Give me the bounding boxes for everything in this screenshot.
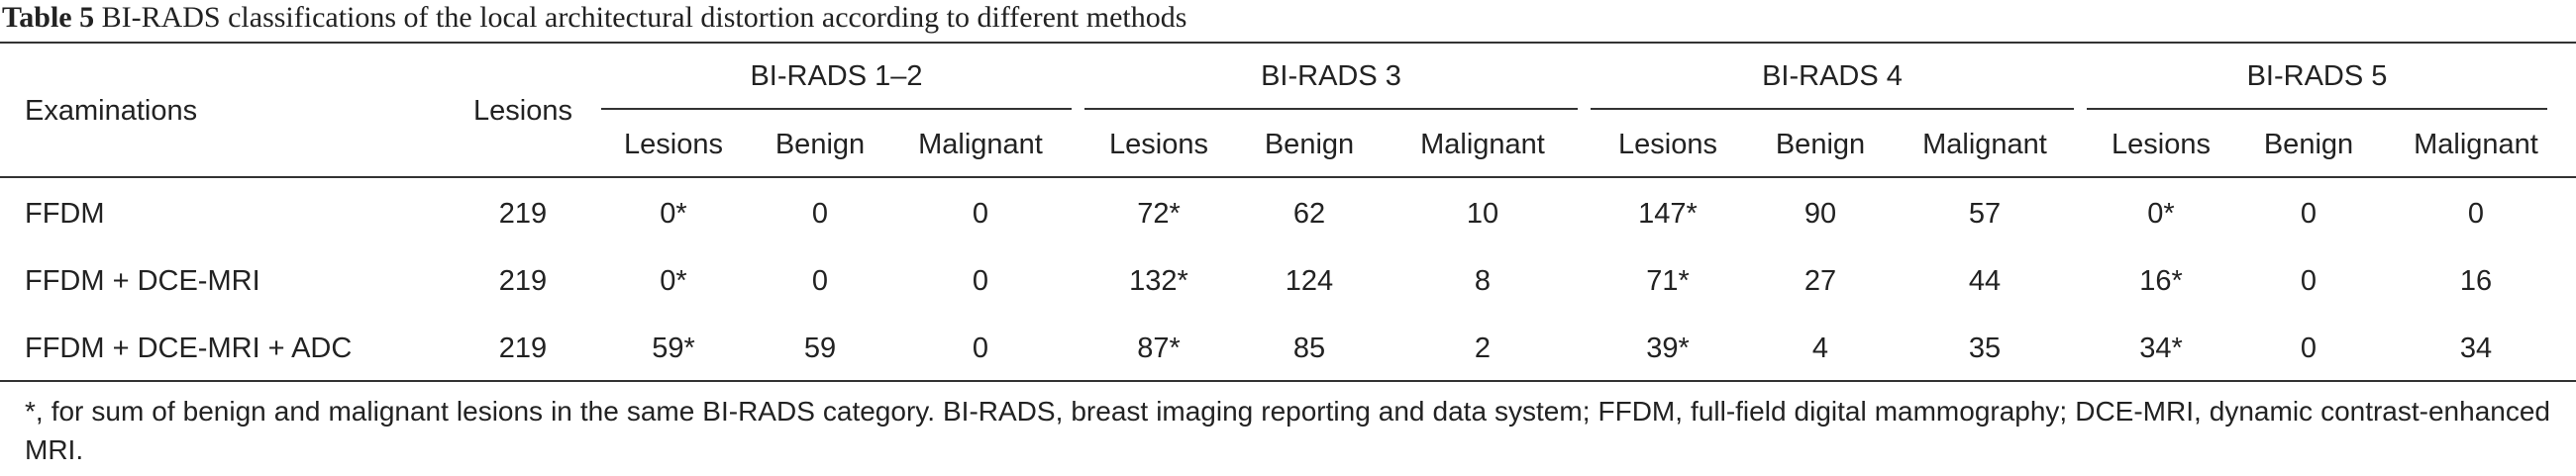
cell: 59* <box>652 333 695 364</box>
cell: 10 <box>1466 198 1499 230</box>
table-caption: BI-RADS classifications of the local arc… <box>101 1 1187 34</box>
group-rule <box>1084 108 1578 110</box>
cell: 0* <box>660 265 687 297</box>
cell: 0* <box>2147 198 2175 230</box>
cell: 0* <box>660 198 687 230</box>
row-label: FFDM + DCE-MRI <box>25 265 260 297</box>
bottom-rule <box>0 380 2576 382</box>
cell: 0 <box>972 198 989 230</box>
column-header: Malignant <box>1922 129 2047 160</box>
cell: 34* <box>2139 333 2183 364</box>
column-header: Examinations <box>25 95 198 127</box>
column-header: Lesions <box>624 129 723 160</box>
cell: 124 <box>1285 265 1334 297</box>
cell: 16* <box>2139 265 2183 297</box>
row-label: FFDM + DCE-MRI + ADC <box>25 333 353 364</box>
group-header: BI-RADS 4 <box>1762 60 1903 92</box>
group-header: BI-RADS 5 <box>2246 60 2388 92</box>
cell: 132* <box>1129 265 1188 297</box>
cell: 90 <box>1803 198 1837 230</box>
group-header: BI-RADS 3 <box>1261 60 1401 92</box>
column-header: Lesions <box>473 95 572 127</box>
cell: 34 <box>2459 333 2493 364</box>
column-header: Benign <box>774 129 866 160</box>
cell: 219 <box>498 333 548 364</box>
column-header: Malignant <box>1420 129 1545 160</box>
cell: 71* <box>1646 265 1690 297</box>
group-rule <box>1591 108 2074 110</box>
group-rule <box>2087 108 2547 110</box>
cell: 0 <box>811 265 829 297</box>
cell: 27 <box>1803 265 1837 297</box>
cell: 147* <box>1638 198 1698 230</box>
column-header: Benign <box>2263 129 2354 160</box>
group-rule <box>601 108 1072 110</box>
cell: 59 <box>803 333 837 364</box>
top-rule <box>0 42 2576 44</box>
cell: 219 <box>498 265 548 297</box>
footnote: *, for sum of benign and malignant lesio… <box>25 396 2550 465</box>
cell: 85 <box>1292 333 1326 364</box>
column-header: Malignant <box>2414 129 2538 160</box>
cell: 16 <box>2459 265 2493 297</box>
header-rule <box>0 176 2576 178</box>
column-header: Lesions <box>2112 129 2211 160</box>
cell: 35 <box>1968 333 2002 364</box>
table-label: Table 5 <box>2 1 95 34</box>
cell: 0 <box>972 265 989 297</box>
cell: 0 <box>972 333 989 364</box>
column-header: Lesions <box>1109 129 1208 160</box>
cell: 0 <box>2300 333 2318 364</box>
column-header: Benign <box>1264 129 1355 160</box>
column-header: Benign <box>1775 129 1866 160</box>
table-title: Table 5 BI-RADS classifications of the l… <box>2 0 1186 36</box>
row-label: FFDM <box>25 198 105 230</box>
cell: 219 <box>498 198 548 230</box>
group-header: BI-RADS 1–2 <box>750 60 923 92</box>
cell: 72* <box>1137 198 1181 230</box>
cell: 0 <box>2467 198 2485 230</box>
cell: 57 <box>1968 198 2002 230</box>
column-header: Malignant <box>918 129 1043 160</box>
cell: 8 <box>1474 265 1492 297</box>
cell: 0 <box>811 198 829 230</box>
cell: 2 <box>1474 333 1492 364</box>
column-header: Lesions <box>1618 129 1717 160</box>
cell: 4 <box>1811 333 1829 364</box>
cell: 87* <box>1137 333 1181 364</box>
cell: 62 <box>1292 198 1326 230</box>
cell: 39* <box>1646 333 1690 364</box>
cell: 44 <box>1968 265 2002 297</box>
cell: 0 <box>2300 265 2318 297</box>
cell: 0 <box>2300 198 2318 230</box>
